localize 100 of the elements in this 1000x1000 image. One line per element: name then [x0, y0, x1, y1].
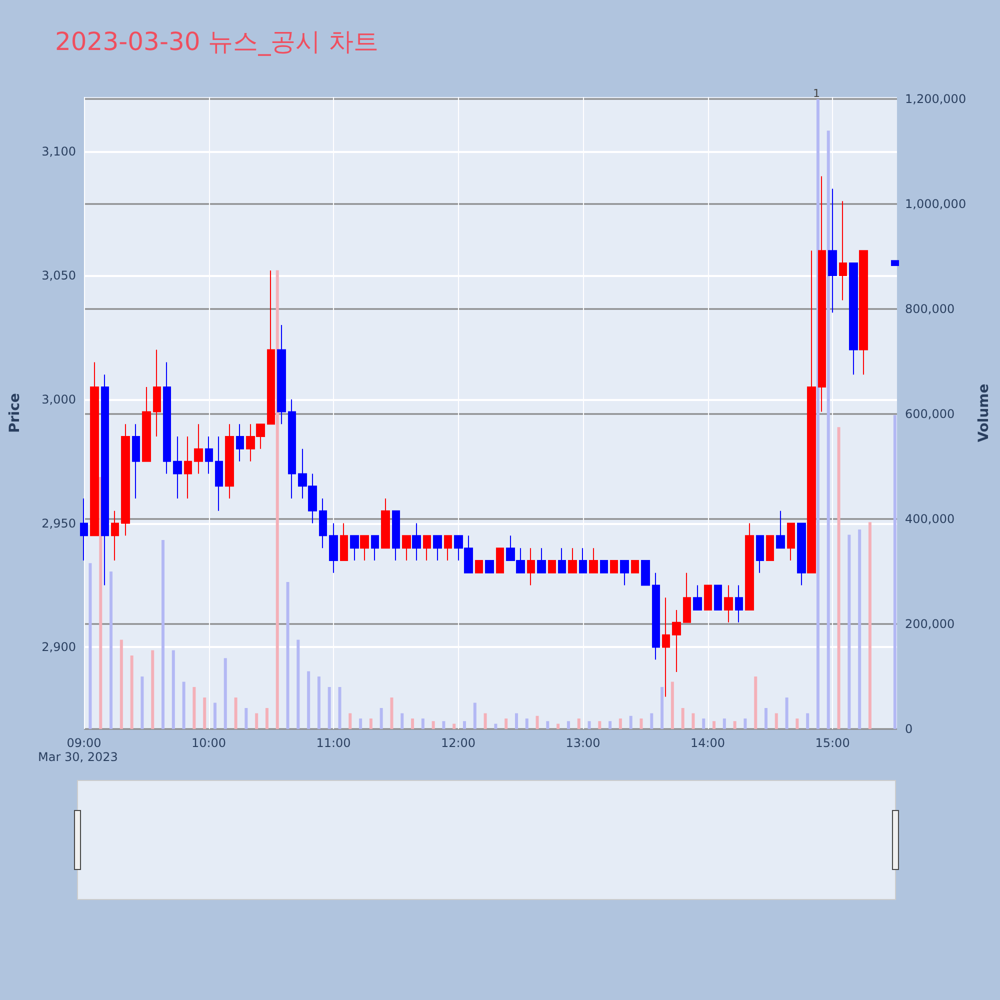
bar: [826, 130, 830, 729]
candlestick: [641, 560, 650, 586]
y2-tick-label: 200,000: [905, 617, 955, 632]
bar: [130, 656, 134, 729]
bar: [244, 708, 248, 729]
candlestick: [662, 597, 670, 698]
bar: [692, 713, 695, 729]
bar: [650, 713, 654, 729]
bar: [566, 721, 570, 729]
candlestick: [558, 548, 566, 574]
candlestick: [90, 362, 99, 536]
bar: [577, 718, 580, 729]
bar: [504, 718, 508, 729]
candlestick: [496, 548, 504, 574]
candlestick: [184, 436, 192, 500]
y2-tick-label: 400,000: [905, 512, 955, 526]
candlestick: [132, 424, 140, 500]
candlestick: [828, 188, 837, 314]
bar: [484, 713, 487, 729]
candlestick: [433, 535, 442, 561]
x-tick-label: 09:00: [66, 736, 102, 750]
candlestick: [381, 498, 390, 549]
candlestick: [807, 250, 816, 574]
candlestick: [402, 535, 411, 561]
text: Mar 30, 2023: [38, 750, 118, 764]
candlestick: [319, 498, 327, 549]
bar: [598, 721, 602, 729]
candlestick: [735, 584, 743, 623]
candlestick: [537, 548, 546, 574]
bar: [681, 708, 684, 729]
y2-tick-label: 1,000,000: [905, 197, 966, 212]
chart-title: 2023-03-30 뉴스_공시 차트: [55, 27, 379, 56]
y-tick-label: 2,950: [42, 516, 76, 530]
candlestick: [163, 362, 171, 474]
bar: [546, 721, 550, 729]
candlestick: [340, 522, 348, 561]
bar: [463, 721, 466, 729]
bar: [421, 718, 424, 729]
bar: [99, 477, 102, 729]
bar: [629, 716, 632, 729]
candlestick: [153, 349, 161, 438]
bar: [400, 713, 404, 729]
candlestick: [194, 424, 203, 474]
bar: [172, 650, 175, 729]
bar: [712, 721, 716, 729]
candlestick: [672, 610, 681, 672]
bar: [442, 721, 446, 729]
candlestick: [756, 535, 764, 574]
x-tick-label: 10:00: [191, 736, 226, 750]
y2-tick-label: 800,000: [905, 302, 955, 316]
candlestick: [80, 498, 88, 561]
candlestick: [620, 560, 629, 586]
bar: [380, 708, 383, 729]
candlestick: [589, 548, 598, 574]
y2-tick-label: 1,200,000: [905, 92, 966, 106]
x-tick-label: 11:00: [316, 736, 351, 750]
candlestick: [610, 560, 618, 574]
candlestick: [859, 250, 868, 376]
bar: [88, 563, 92, 729]
candlestick: [142, 386, 151, 462]
bar: [140, 676, 144, 729]
bar: [764, 708, 768, 729]
bar: [796, 718, 799, 729]
candlestick: [215, 436, 223, 512]
bar: [265, 708, 268, 729]
bar: [494, 724, 498, 729]
candlestick: [776, 510, 785, 549]
candlestick: [267, 270, 275, 425]
y2-tick-label: 600,000: [905, 407, 955, 422]
bar: [774, 713, 778, 729]
candlestick: [724, 584, 733, 623]
y-tick-label: 3,000: [42, 392, 76, 406]
bar: [203, 698, 206, 729]
bar: [785, 698, 788, 729]
bar: [588, 721, 591, 729]
candlestick: [714, 584, 722, 611]
bar: [608, 721, 612, 729]
bar: [328, 687, 331, 729]
candlestick: [579, 548, 587, 574]
candlestick: [360, 535, 369, 561]
candlestick: [839, 200, 847, 301]
x-tick-label: 13:00: [566, 736, 600, 750]
candlestick: [704, 584, 712, 611]
bar: [192, 687, 196, 729]
bar: [317, 676, 320, 729]
bar: [702, 718, 706, 729]
bar: [338, 687, 342, 729]
y2-tick-label: 0: [905, 722, 913, 736]
x-tick-label: 14:00: [690, 736, 726, 750]
bar: [151, 650, 154, 729]
candlestick: [818, 176, 826, 412]
bar: [162, 540, 165, 729]
candlestick: [652, 572, 660, 660]
bar: [234, 698, 238, 729]
candlestick: [631, 560, 639, 574]
bar: [640, 718, 643, 729]
bar: [120, 640, 123, 729]
candlestick: [288, 398, 296, 500]
annotation: 1: [813, 87, 820, 100]
bar: [432, 721, 435, 729]
